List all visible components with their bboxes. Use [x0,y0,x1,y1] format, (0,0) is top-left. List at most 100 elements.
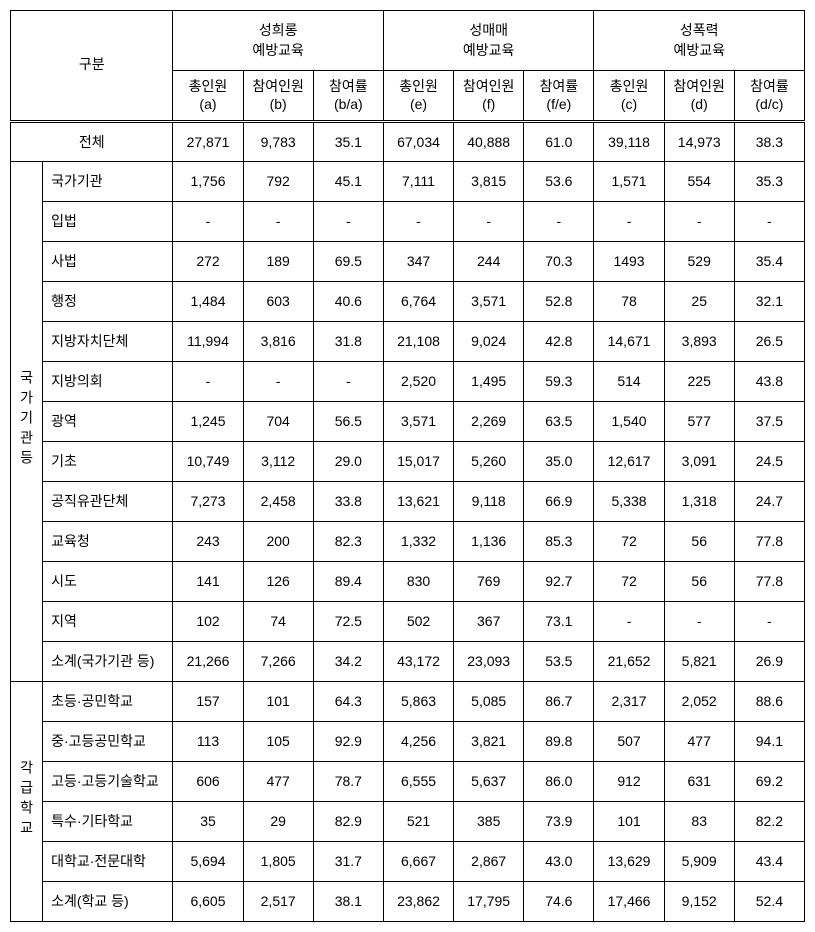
row-label: 공직유관단체 [43,481,173,521]
table-cell: - [313,361,383,401]
header-group-0: 성희롱예방교육 [173,11,384,71]
table-cell: 113 [173,721,243,761]
table-cell: 14,973 [664,121,734,161]
table-cell: 631 [664,761,734,801]
table-cell: 1,571 [594,161,664,201]
row-label: 대학교·전문대학 [43,841,173,881]
table-cell: 3,091 [664,441,734,481]
table-row: 시도14112689.483076992.7725677.8 [11,561,805,601]
table-cell: 86.0 [524,761,594,801]
table-cell: 243 [173,521,243,561]
table-row: 각급학교초등·공민학교15710164.35,8635,08586.72,317… [11,681,805,721]
row-label: 사법 [43,241,173,281]
col-head: 총인원(a) [173,71,243,121]
table-cell: 38.3 [734,121,804,161]
table-cell: 94.1 [734,721,804,761]
table-cell: 21,266 [173,641,243,681]
table-cell: 157 [173,681,243,721]
table-cell: 43,172 [383,641,453,681]
table-row: 지방자치단체11,9943,81631.821,1089,02442.814,6… [11,321,805,361]
table-cell: 606 [173,761,243,801]
table-cell: 23,862 [383,881,453,921]
table-cell: 1493 [594,241,664,281]
table-cell: 792 [243,161,313,201]
col-head: 총인원(c) [594,71,664,121]
table-cell: - [594,201,664,241]
table-cell: 23,093 [454,641,524,681]
table-cell: 82.3 [313,521,383,561]
table-cell: 3,816 [243,321,313,361]
table-cell: 89.8 [524,721,594,761]
table-cell: 2,269 [454,401,524,441]
table-cell: 200 [243,521,313,561]
table-cell: 477 [664,721,734,761]
table-row: 특수·기타학교352982.952138573.91018382.2 [11,801,805,841]
table-cell: 52.4 [734,881,804,921]
table-cell: 26.9 [734,641,804,681]
table-row: 지방의회---2,5201,49559.351422543.8 [11,361,805,401]
row-label: 소계(학교 등) [43,881,173,921]
row-label: 광역 [43,401,173,441]
table-cell: 40.6 [313,281,383,321]
table-cell: 3,815 [454,161,524,201]
table-cell: 56 [664,521,734,561]
section-label-1: 국가기관등 [11,161,43,681]
table-cell: 102 [173,601,243,641]
table-cell: 82.2 [734,801,804,841]
table-cell: 14,671 [594,321,664,361]
table-cell: 1,495 [454,361,524,401]
table-cell: 2,517 [243,881,313,921]
table-cell: 5,085 [454,681,524,721]
section-label-2: 각급학교 [11,681,43,921]
table-cell: 9,118 [454,481,524,521]
table-cell: 577 [664,401,734,441]
table-cell: 52.8 [524,281,594,321]
table-cell: 141 [173,561,243,601]
row-label: 지방자치단체 [43,321,173,361]
table-cell: - [243,361,313,401]
table-row: 고등·고등기술학교60647778.76,5555,63786.09126316… [11,761,805,801]
table-cell: - [524,201,594,241]
table-row: 소계(국가기관 등)21,2667,26634.243,17223,09353.… [11,641,805,681]
table-cell: 5,260 [454,441,524,481]
table-cell: 72.5 [313,601,383,641]
table-cell: 101 [243,681,313,721]
table-cell: 26.5 [734,321,804,361]
table-cell: 42.8 [524,321,594,361]
table-cell: 83 [664,801,734,841]
table-cell: 61.0 [524,121,594,161]
table-cell: 24.7 [734,481,804,521]
table-cell: 529 [664,241,734,281]
table-cell: 1,756 [173,161,243,201]
row-label: 국가기관 [43,161,173,201]
table-row: 지역1027472.550236773.1--- [11,601,805,641]
row-label: 지방의회 [43,361,173,401]
table-body: 전체27,8719,78335.167,03440,88861.039,1181… [11,121,805,921]
row-label: 교육청 [43,521,173,561]
table-cell: 769 [454,561,524,601]
table-cell: 101 [594,801,664,841]
table-cell: 5,637 [454,761,524,801]
table-cell: 43.0 [524,841,594,881]
table-cell: 5,821 [664,641,734,681]
table-cell: 33.8 [313,481,383,521]
table-cell: - [594,601,664,641]
table-cell: 225 [664,361,734,401]
table-cell: 5,694 [173,841,243,881]
row-label-total: 전체 [11,121,173,161]
table-cell: 29.0 [313,441,383,481]
row-label: 지역 [43,601,173,641]
table-row: 공직유관단체7,2732,45833.813,6219,11866.95,338… [11,481,805,521]
table-cell: 3,112 [243,441,313,481]
table-cell: 1,540 [594,401,664,441]
table-cell: 6,605 [173,881,243,921]
table-cell: 9,783 [243,121,313,161]
col-head: 참여인원(f) [454,71,524,121]
table-cell: 477 [243,761,313,801]
table-cell: 43.4 [734,841,804,881]
table-cell: 66.9 [524,481,594,521]
table-cell: 2,867 [454,841,524,881]
table-cell: 35 [173,801,243,841]
table-cell: - [243,201,313,241]
table-cell: 3,893 [664,321,734,361]
